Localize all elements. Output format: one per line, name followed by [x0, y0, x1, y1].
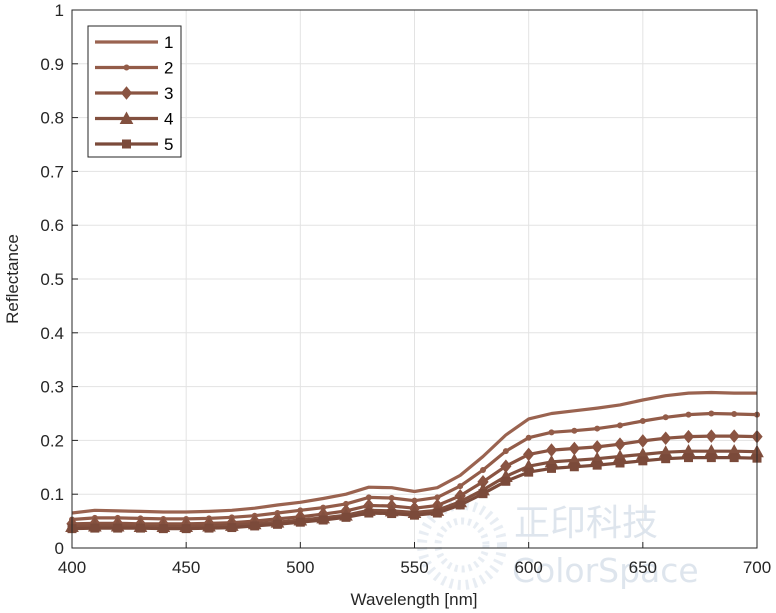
- series-2-point: [525, 434, 532, 441]
- series-5-point: [501, 476, 511, 486]
- series-2-point: [617, 422, 623, 429]
- series-5-point: [318, 515, 328, 525]
- series-2-point: [480, 466, 486, 473]
- watermark-en: ColorSpace: [512, 551, 699, 590]
- series-5-point: [158, 524, 168, 534]
- x-axis-label: Wavelength [nm]: [351, 590, 478, 609]
- series-5-point: [181, 524, 191, 534]
- series-layer: [65, 390, 764, 534]
- series-3-point: [637, 434, 649, 448]
- series-5-point: [250, 521, 260, 531]
- watermark-logo: [417, 500, 507, 590]
- series-5-point: [661, 454, 671, 464]
- legend-label-5: 5: [164, 135, 173, 154]
- series-3-point: [660, 431, 672, 446]
- series-5-point: [113, 523, 123, 533]
- tick-labels: 400 450 500 550 600 650 700 0 0.1 0.2 0.3 0.4 0.5 0.6…: [40, 1, 771, 577]
- legend-label-2: 2: [164, 59, 173, 78]
- series-5-point: [524, 467, 534, 477]
- series-5-point: [615, 458, 625, 468]
- series-5-point: [295, 517, 305, 527]
- series-2-point: [502, 448, 509, 455]
- x-tick-label: 550: [400, 558, 428, 577]
- series-3-point: [705, 429, 717, 443]
- y-tick-label: 0.9: [40, 55, 64, 74]
- x-tick-label: 450: [172, 558, 200, 577]
- y-axis-label: Reflectance: [3, 234, 22, 324]
- series-5-point: [592, 460, 602, 470]
- legend-marker-4: [119, 111, 134, 124]
- y-tick-label: 0.7: [40, 162, 64, 181]
- series-5-point: [638, 456, 648, 466]
- series-5-point: [227, 523, 237, 533]
- series-5: [67, 453, 762, 534]
- series-2-point: [571, 427, 578, 434]
- series-5-point: [410, 510, 419, 520]
- series-5-point: [684, 453, 693, 463]
- x-tick-label: 600: [514, 558, 542, 577]
- series-5-point: [90, 523, 100, 533]
- series-5-point: [387, 509, 397, 519]
- legend-label-1: 1: [164, 33, 173, 52]
- series-2-point: [662, 414, 669, 421]
- legend: 1 2 3 4 5: [87, 25, 182, 158]
- x-tick-label: 400: [58, 558, 86, 577]
- series-2-point: [685, 411, 692, 418]
- x-tick-label: 500: [286, 558, 314, 577]
- series-5-point: [273, 519, 282, 529]
- watermark-cn: 正印科技: [514, 503, 658, 544]
- series-1: [71, 390, 757, 515]
- series-5-point: [478, 489, 488, 499]
- series-3-point: [682, 429, 695, 444]
- y-tick-label: 0.4: [40, 324, 64, 343]
- series-5-point: [136, 523, 145, 533]
- y-tick-label: 0.1: [40, 485, 64, 504]
- y-tick-label: 0.8: [40, 109, 64, 128]
- x-tick-label: 700: [743, 558, 771, 577]
- series-5-point: [547, 463, 556, 473]
- y-tick-label: 0: [55, 539, 64, 558]
- series-5-point: [455, 500, 465, 510]
- series-line-1: [71, 390, 757, 515]
- series-5-point: [432, 508, 442, 518]
- y-tick-label: 0.6: [40, 216, 64, 235]
- series-5-point: [569, 462, 579, 472]
- watermark: 正印科技 ColorSpace: [417, 500, 699, 590]
- legend-label-3: 3: [164, 84, 173, 103]
- legend-marker-2: [123, 64, 130, 71]
- series-2-point: [457, 483, 464, 490]
- legend-label-4: 4: [164, 110, 173, 129]
- series-2-point: [639, 418, 646, 425]
- y-tick-label: 0.5: [40, 270, 64, 289]
- series-5-point: [204, 523, 214, 533]
- series-2-point: [548, 429, 555, 436]
- legend-marker-5: [122, 139, 131, 149]
- series-2-point: [594, 425, 601, 432]
- y-tick-label: 0.2: [40, 431, 64, 450]
- series-3-point: [728, 429, 740, 443]
- series-2-point: [708, 410, 715, 417]
- series-5-point: [706, 453, 716, 463]
- series-2-point: [731, 411, 738, 418]
- x-tick-label: 650: [629, 558, 657, 577]
- y-tick-label: 1: [55, 1, 64, 20]
- series-5-point: [341, 512, 351, 522]
- series-5-point: [729, 453, 739, 463]
- y-tick-label: 0.3: [40, 378, 64, 397]
- legend-marker-3: [120, 86, 133, 100]
- series-5-point: [364, 508, 374, 518]
